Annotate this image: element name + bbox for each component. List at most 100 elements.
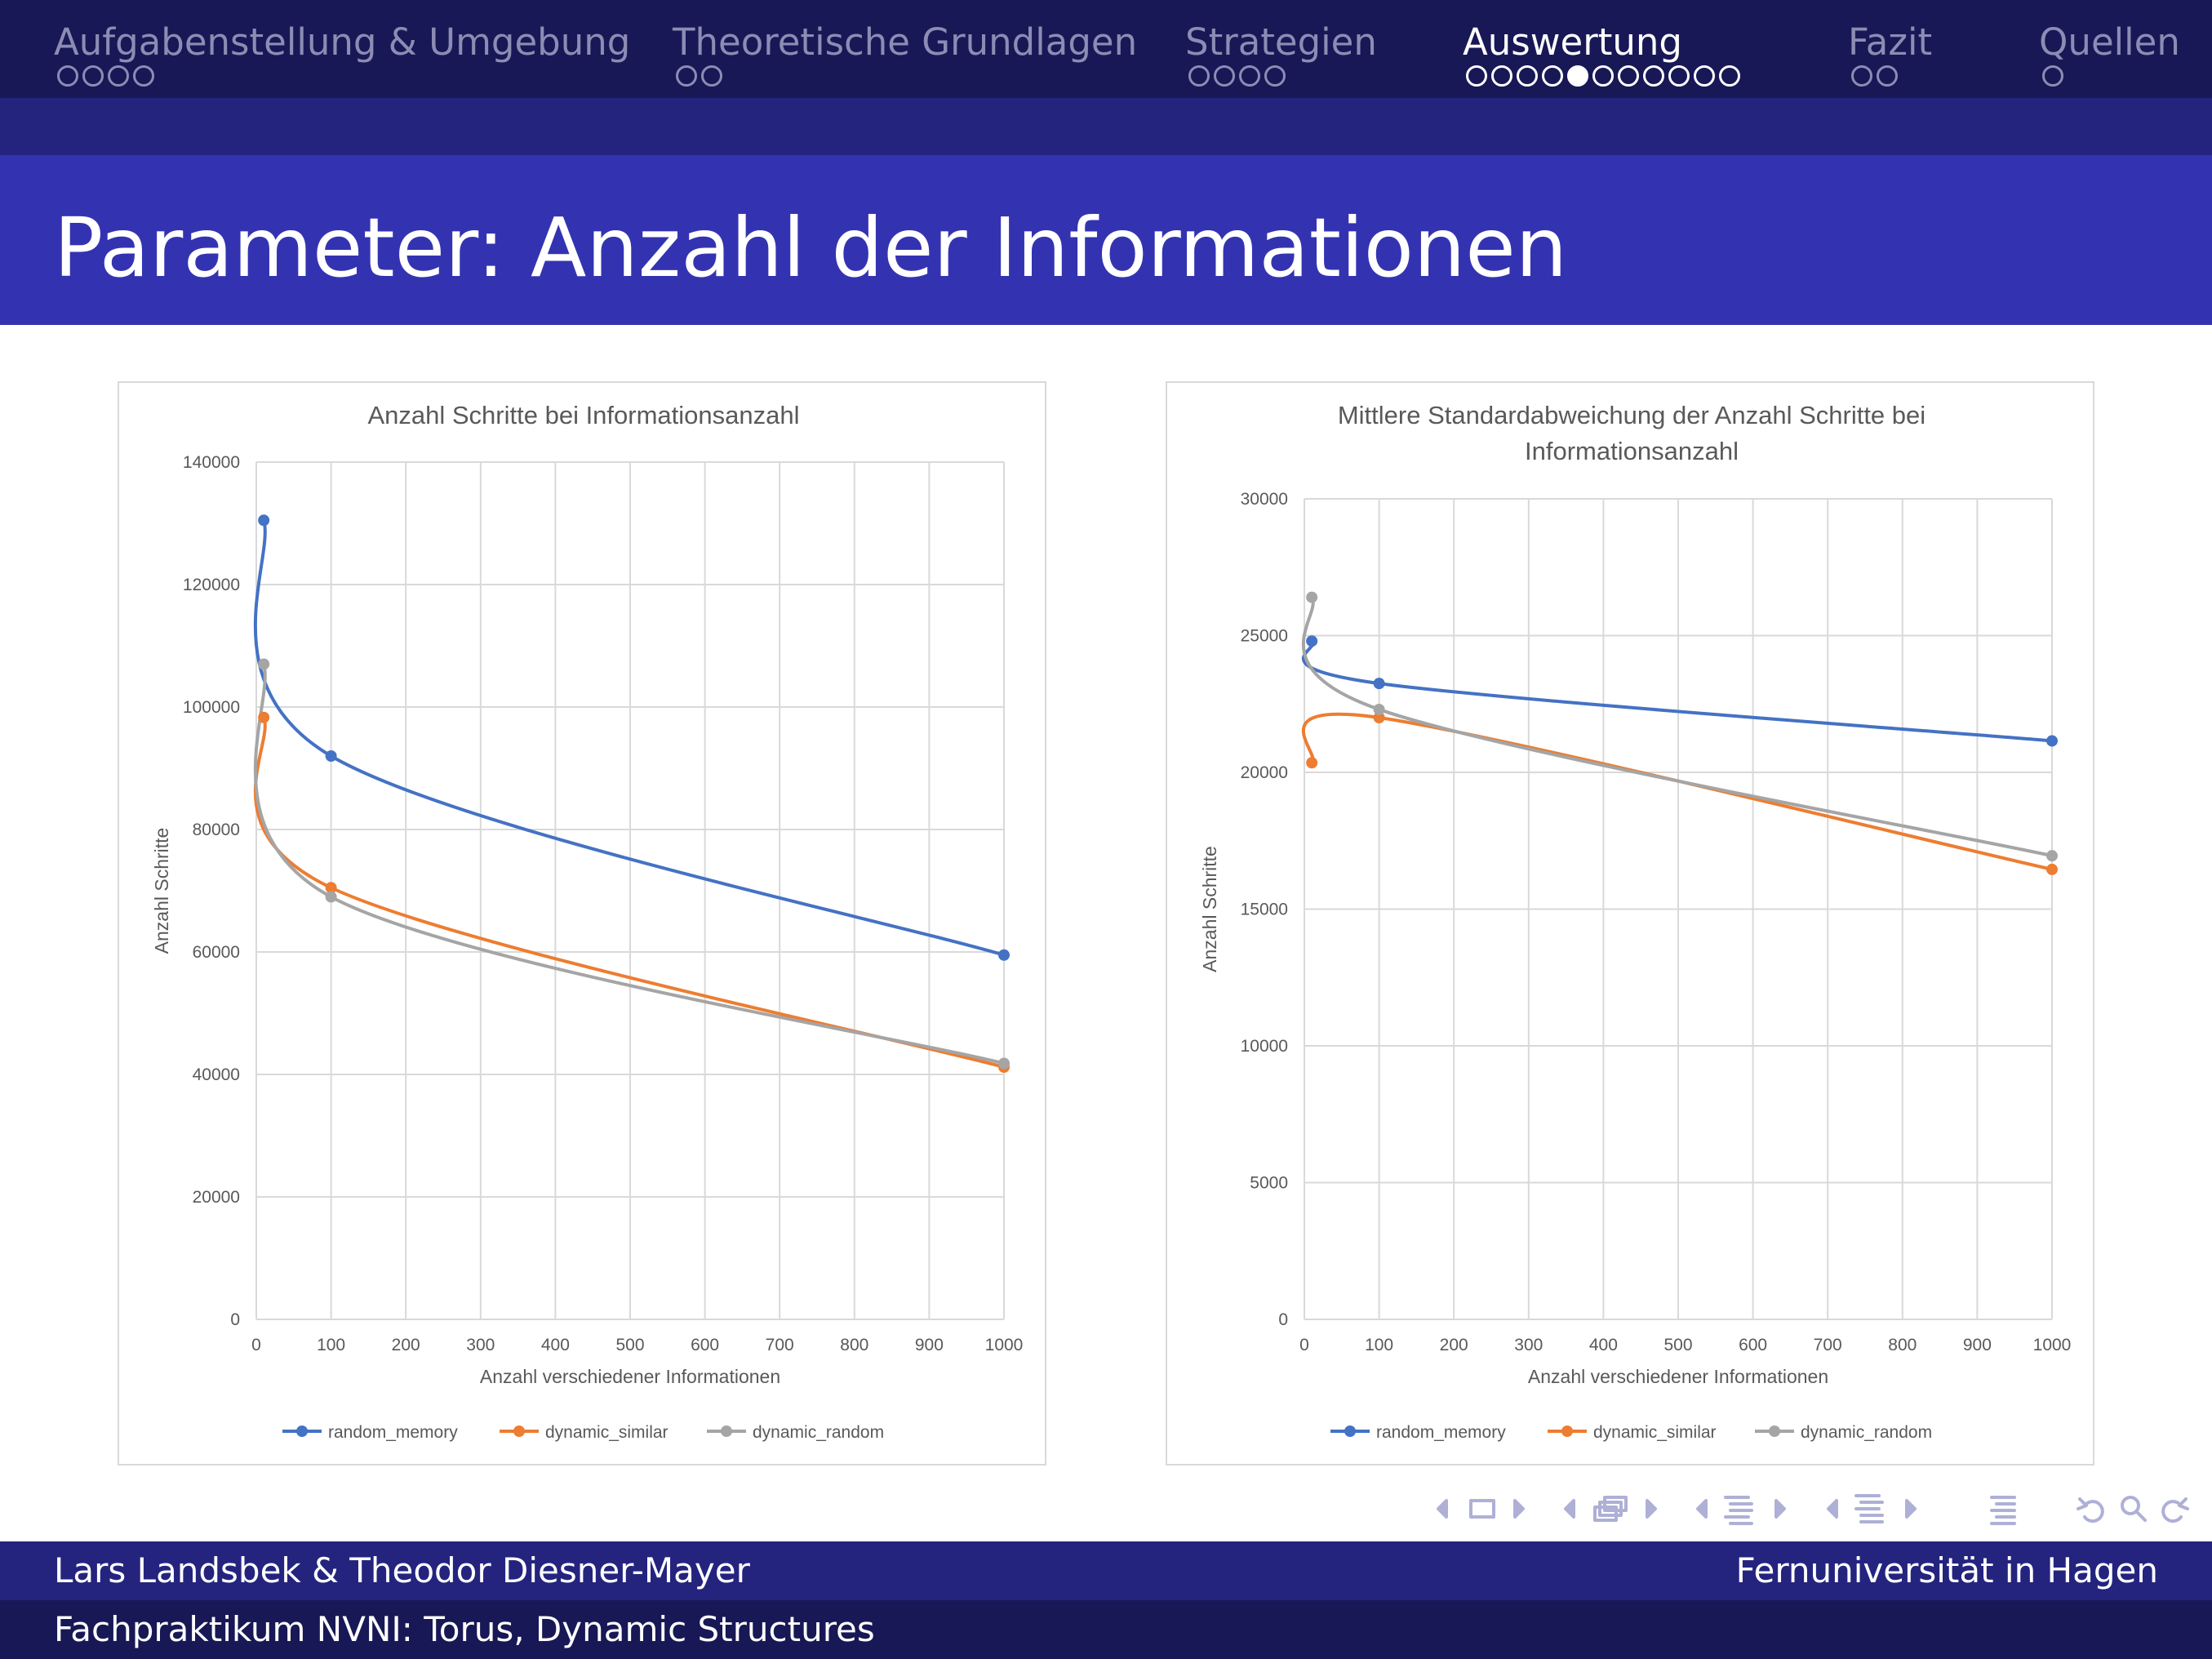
frame-dot[interactable] [676,65,697,87]
x-tick-label: 600 [1739,1336,1767,1354]
nav-next-arrow-icon[interactable] [1774,1499,1786,1519]
frame-title-bar [0,155,2212,325]
data-point-dynamic_random [1373,703,1385,715]
nav-section-3-frame-dots [1188,65,1286,87]
frame-icon[interactable] [1593,1496,1628,1522]
frame-dot[interactable] [133,65,154,87]
nav-prev-arrow-icon[interactable] [1827,1499,1838,1519]
frame-dot[interactable] [1643,65,1664,87]
frame-dot[interactable] [1466,65,1487,87]
frame-dot[interactable] [1517,65,1538,87]
x-axis-label: Anzahl verschiedener Informationen [1528,1366,1828,1387]
y-tick-label: 30000 [1241,490,1288,509]
beamer-navigation-symbols [1437,1494,2189,1525]
frame-dot[interactable] [57,65,78,87]
nav-next-arrow-icon[interactable] [1646,1499,1657,1519]
x-tick-label: 1000 [2033,1336,2072,1354]
data-point-dynamic_random [1306,591,1318,603]
x-tick-label: 100 [317,1336,345,1354]
legend-label: dynamic_similar [545,1423,668,1442]
nav-next-arrow-icon[interactable] [1905,1499,1917,1519]
chart-steps-vs-information-count: Anzahl Schritte bei Informationsanzahl 0 1… [118,381,1046,1466]
series-line-dynamic_random [253,663,1005,1065]
slide-icon[interactable] [1469,1499,1495,1519]
data-point-random_memory [325,750,337,762]
nav-section-2[interactable]: Theoretische Grundlagen [673,20,1138,64]
data-point-dynamic_similar [1306,757,1318,769]
chart-title: Mittlere Standardabweichung der Anzahl S… [1338,401,1926,429]
legend-marker-dynamic_random [721,1425,732,1437]
nav-section-3[interactable]: Strategien [1185,20,1377,64]
series-line-random_memory [253,519,1005,957]
frame-dot[interactable] [1214,65,1235,87]
x-tick-label: 0 [1299,1336,1309,1354]
frame-dot[interactable] [1719,65,1740,87]
y-tick-label: 10000 [1241,1037,1288,1056]
chart-steps-svg: Anzahl Schritte bei Informationsanzahl 0 1… [151,401,1024,1442]
nav-section-1[interactable]: Aufgabenstellung & Umgebung [54,20,631,64]
y-tick-label: 25000 [1241,627,1288,646]
x-tick-label: 100 [1365,1336,1393,1354]
x-tick-label: 400 [541,1336,570,1354]
x-tick-label: 600 [691,1336,719,1354]
x-tick-label: 300 [1514,1336,1543,1354]
frame-dot[interactable] [108,65,129,87]
data-point-dynamic_random [2046,850,2058,862]
nav-prev-arrow-icon[interactable] [1696,1499,1708,1519]
frame-dot[interactable] [1592,65,1614,87]
legend-marker-random_memory [296,1425,308,1437]
x-tick-label: 200 [1440,1336,1468,1354]
frame-dot[interactable] [1694,65,1715,87]
frame-dot[interactable] [1851,65,1872,87]
outline-icon[interactable] [1990,1496,2016,1525]
y-tick-label: 100000 [183,698,240,717]
frame-dot[interactable] [2042,65,2063,87]
subsection-band [0,98,2212,155]
frame-dot[interactable] [1491,65,1512,87]
search-icon[interactable] [2121,1496,2147,1522]
nav-section-4[interactable]: Auswertung [1463,20,1682,64]
frame-dot[interactable] [1542,65,1563,87]
frame-dot[interactable] [82,65,104,87]
frame-dot[interactable] [1668,65,1690,87]
chart-stddev-svg: Mittlere Standardabweichung der Anzahl S… [1199,401,2072,1442]
x-tick-label: 800 [1888,1336,1917,1354]
series-line-dynamic_random [1301,596,2053,858]
footer-course-bar [0,1600,2212,1659]
footer-course: Fachpraktikum NVNI: Torus, Dynamic Struc… [54,1609,875,1649]
x-tick-label: 700 [1814,1336,1842,1354]
x-tick-label: 900 [915,1336,944,1354]
section-icon[interactable] [1854,1494,1884,1523]
frame-dot[interactable] [1877,65,1898,87]
x-tick-label: 400 [1589,1336,1618,1354]
nav-section-5[interactable]: Fazit [1848,20,1933,64]
x-tick-label: 1000 [985,1336,1024,1354]
legend-label: dynamic_random [753,1423,884,1442]
y-tick-label: 40000 [193,1065,240,1084]
x-tick-label: 900 [1963,1336,1992,1354]
y-axis-label: Anzahl Schritte [151,828,172,954]
subsection-icon[interactable] [1724,1496,1753,1525]
nav-section-6-frame-dots [2042,65,2063,87]
nav-prev-arrow-icon[interactable] [1437,1499,1448,1519]
y-tick-label: 80000 [193,821,240,839]
current-frame-dot[interactable] [1567,65,1588,87]
frame-dot[interactable] [1239,65,1260,87]
back-icon[interactable] [2077,1497,2104,1523]
nav-section-6[interactable]: Quellen [2039,20,2180,64]
section-navigation-bar: Aufgabenstellung & Umgebung Theoretische … [0,0,2212,98]
y-axis-label: Anzahl Schritte [1199,846,1220,972]
data-point-random_memory [1306,635,1318,647]
legend-label: dynamic_random [1801,1423,1932,1442]
legend-label: dynamic_similar [1593,1423,1717,1442]
frame-dot[interactable] [1188,65,1210,87]
frame-dot[interactable] [1618,65,1639,87]
forward-icon[interactable] [2161,1497,2189,1523]
frame-dot[interactable] [1264,65,1286,87]
x-tick-label: 500 [1663,1336,1692,1354]
frame-dot[interactable] [701,65,722,87]
nav-next-arrow-icon[interactable] [1513,1499,1525,1519]
y-tick-label: 15000 [1241,901,1288,919]
nav-prev-arrow-icon[interactable] [1564,1499,1575,1519]
footer-authors-bar [0,1541,2212,1600]
